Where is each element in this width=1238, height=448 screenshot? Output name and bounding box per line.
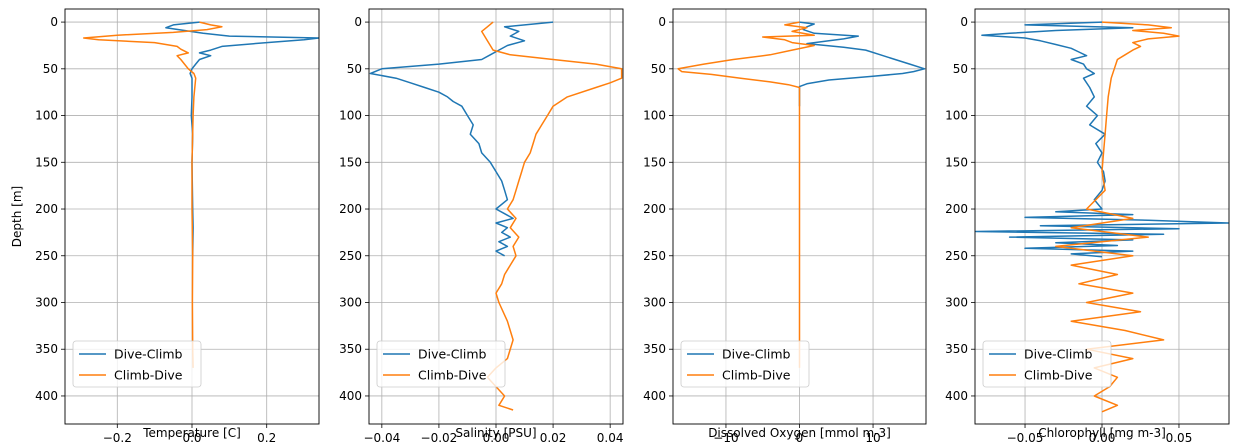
x-tick-label: 0.0 — [182, 431, 201, 445]
legend-label: Climb-Dive — [722, 368, 791, 383]
legend: Dive-Climb Climb-Dive — [72, 340, 202, 388]
x-ticks: −0.04 −0.02 0.00 0.02 0.04 — [363, 424, 624, 445]
y-tick-label: 50 — [953, 62, 968, 76]
legend: Dive-Climb Climb-Dive — [376, 340, 506, 388]
x-tick-label: 0.05 — [1166, 431, 1193, 445]
y-tick-label: 400 — [643, 389, 666, 403]
y-tick-label: 200 — [35, 202, 58, 216]
y-tick-label: 400 — [339, 389, 362, 403]
y-tick-label: 400 — [35, 389, 58, 403]
panel-temperature: −0.2 0.0 0.2 0 50 100 150 200 250 300 350 400 Temp… — [10, 8, 320, 445]
legend-label: Dive-Climb — [1024, 347, 1093, 362]
x-tick-label: −0.04 — [363, 431, 400, 445]
x-axis-label: Dissolved Oxygen [mmol m-3] — [708, 426, 891, 440]
x-axis-label: Temperature [C] — [142, 426, 241, 440]
x-tick-label: 0.04 — [597, 431, 624, 445]
y-tick-label: 100 — [945, 109, 968, 123]
series-lines — [369, 21, 623, 411]
y-tick-label: 100 — [339, 109, 362, 123]
y-ticks: 0 50 100 150 200 250 300 350 400 — [643, 15, 673, 403]
series-line-dive-climb — [798, 21, 926, 107]
y-tick-label: 0 — [960, 15, 968, 29]
y-tick-label: 300 — [945, 295, 968, 309]
series-lines — [677, 21, 926, 368]
y-tick-label: 300 — [643, 295, 666, 309]
y-tick-label: 300 — [339, 295, 362, 309]
legend: Dive-Climb Climb-Dive — [680, 340, 810, 388]
series-line-climb-dive — [480, 21, 623, 411]
y-tick-label: 100 — [643, 109, 666, 123]
y-tick-label: 250 — [35, 249, 58, 263]
panel-oxygen: −10 0 10 0 50 100 150 200 250 300 350 400 Dissolve… — [643, 8, 927, 445]
y-tick-label: 350 — [35, 342, 58, 356]
y-ticks: 0 50 100 150 200 250 300 350 400 — [339, 15, 369, 403]
y-tick-label: 300 — [35, 295, 58, 309]
series-lines — [82, 21, 319, 368]
series-line-climb-dive — [82, 21, 223, 368]
series-line-dive-climb — [369, 21, 554, 257]
x-tick-label: −10 — [713, 431, 738, 445]
x-ticks: −0.2 0.0 0.2 — [103, 424, 276, 445]
x-axis-label: Chlorophyll [mg m-3] — [1038, 426, 1166, 440]
y-tick-label: 250 — [643, 249, 666, 263]
y-tick-label: 0 — [658, 15, 666, 29]
y-tick-label: 50 — [43, 62, 58, 76]
y-tick-label: 400 — [945, 389, 968, 403]
legend-label: Dive-Climb — [722, 347, 791, 362]
legend-label: Climb-Dive — [114, 368, 183, 383]
y-tick-label: 150 — [643, 155, 666, 169]
x-tick-label: 0.00 — [1089, 431, 1116, 445]
y-tick-label: 0 — [50, 15, 58, 29]
x-ticks: −10 0 10 — [713, 424, 881, 445]
y-tick-label: 350 — [945, 342, 968, 356]
y-tick-label: 50 — [651, 62, 666, 76]
y-tick-label: 250 — [339, 249, 362, 263]
series-line-dive-climb — [975, 21, 1229, 258]
y-tick-label: 50 — [347, 62, 362, 76]
y-tick-label: 250 — [945, 249, 968, 263]
y-ticks: 0 50 100 150 200 250 300 350 400 — [35, 15, 65, 403]
x-tick-label: −0.2 — [103, 431, 132, 445]
y-tick-label: 150 — [945, 155, 968, 169]
x-tick-label: 0 — [796, 431, 804, 445]
y-tick-label: 200 — [945, 202, 968, 216]
legend-label: Dive-Climb — [114, 347, 183, 362]
y-tick-label: 350 — [643, 342, 666, 356]
x-tick-label: 10 — [865, 431, 880, 445]
y-axis-label: Depth [m] — [10, 186, 24, 247]
legend-label: Climb-Dive — [1024, 368, 1093, 383]
y-ticks: 0 50 100 150 200 250 300 350 400 — [945, 15, 975, 403]
x-tick-label: −0.02 — [421, 431, 458, 445]
y-tick-label: 150 — [35, 155, 58, 169]
x-ticks: −0.05 0.00 0.05 — [1007, 424, 1193, 445]
legend: Dive-Climb Climb-Dive — [982, 340, 1112, 388]
y-tick-label: 0 — [354, 15, 362, 29]
y-tick-label: 350 — [339, 342, 362, 356]
series-line-dive-climb — [165, 21, 319, 256]
legend-label: Climb-Dive — [418, 368, 487, 383]
x-tick-label: 0.00 — [483, 431, 510, 445]
x-axis-label: Salinity [PSU] — [455, 426, 536, 440]
legend-label: Dive-Climb — [418, 347, 487, 362]
x-tick-label: 0.2 — [257, 431, 276, 445]
panel-salinity: −0.04 −0.02 0.00 0.02 0.04 0 50 100 150 200 250 30… — [339, 8, 624, 445]
y-tick-label: 150 — [339, 155, 362, 169]
y-tick-label: 200 — [339, 202, 362, 216]
y-tick-label: 200 — [643, 202, 666, 216]
y-tick-label: 100 — [35, 109, 58, 123]
panel-chlorophyll: −0.05 0.00 0.05 0 50 100 150 200 250 300 350 400 C… — [945, 8, 1230, 445]
x-tick-label: 0.02 — [540, 431, 567, 445]
x-tick-label: −0.05 — [1007, 431, 1044, 445]
series-line-climb-dive — [677, 21, 815, 368]
